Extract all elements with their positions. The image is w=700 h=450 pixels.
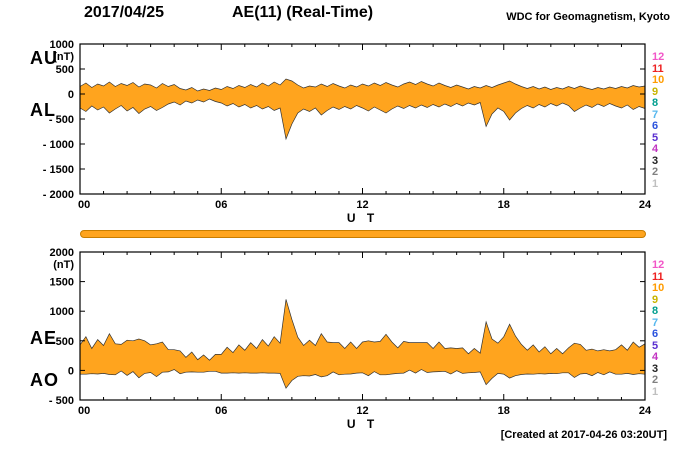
station-count-5: 5 [652, 339, 659, 352]
station-count-11: 11 [652, 62, 664, 75]
svg-text:24: 24 [639, 199, 652, 211]
station-count-12: 12 [652, 51, 665, 63]
created-timestamp: [Created at 2017-04-26 03:20UT] [500, 429, 667, 441]
station-count-12: 12 [652, 259, 665, 271]
station-count-7: 7 [652, 316, 659, 329]
station-count-5: 5 [652, 131, 659, 144]
station-count-4: 4 [652, 351, 659, 364]
svg-text:U T: U T [347, 417, 378, 431]
svg-text:2000: 2000 [50, 247, 74, 259]
station-count-1: 1 [652, 177, 659, 190]
station-count-scale-top: 12 11 10 9 8 7 6 5 4 3 2 1 [652, 52, 672, 190]
credit-label: WDC for Geomagnetism, Kyoto [506, 11, 670, 23]
station-count-8: 8 [652, 97, 659, 110]
svg-text:0: 0 [68, 365, 74, 377]
station-count-9: 9 [652, 85, 659, 98]
station-count-scale-bottom: 12 11 10 9 8 7 6 5 4 3 2 1 [652, 260, 672, 398]
svg-text:18: 18 [498, 405, 510, 417]
svg-text:- 1500: - 1500 [43, 164, 74, 176]
series-label-au: AU [30, 48, 58, 68]
station-count-8: 8 [652, 305, 659, 318]
svg-text:(nT): (nT) [53, 259, 74, 271]
station-count-10: 10 [652, 74, 665, 87]
svg-text:12: 12 [356, 405, 368, 417]
svg-text:0: 0 [68, 89, 74, 101]
svg-text:500: 500 [56, 336, 74, 348]
svg-text:00: 00 [78, 199, 90, 211]
svg-text:U T: U T [347, 211, 378, 225]
station-count-2: 2 [652, 374, 659, 387]
svg-text:24: 24 [639, 405, 652, 417]
svg-text:500: 500 [56, 64, 74, 76]
svg-text:12: 12 [356, 199, 368, 211]
series-label-ao: AO [30, 370, 59, 390]
series-label-ae: AE [30, 328, 58, 348]
date-label: 2017/04/25 [84, 4, 165, 21]
station-count-1: 1 [652, 385, 659, 398]
station-count-2: 2 [652, 166, 659, 179]
svg-text:- 500: - 500 [49, 395, 74, 407]
svg-text:06: 06 [215, 405, 227, 417]
station-count-9: 9 [652, 293, 659, 306]
svg-text:- 2000: - 2000 [43, 189, 74, 201]
svg-text:06: 06 [215, 199, 227, 211]
station-count-3: 3 [652, 362, 659, 375]
svg-text:- 1000: - 1000 [43, 139, 74, 151]
svg-text:(nT): (nT) [53, 51, 74, 63]
station-count-6: 6 [652, 120, 659, 133]
station-count-7: 7 [652, 108, 659, 121]
station-count-4: 4 [652, 143, 659, 156]
svg-text:1000: 1000 [50, 39, 74, 51]
svg-text:18: 18 [498, 199, 510, 211]
svg-text:- 500: - 500 [49, 114, 74, 126]
station-count-3: 3 [652, 154, 659, 167]
svg-text:00: 00 [78, 405, 90, 417]
station-count-11: 11 [652, 270, 664, 283]
svg-text:1500: 1500 [50, 277, 74, 289]
series-label-al: AL [30, 100, 56, 120]
station-coverage-bar [80, 230, 646, 238]
station-count-10: 10 [652, 282, 665, 295]
station-count-6: 6 [652, 328, 659, 341]
svg-text:1000: 1000 [50, 306, 74, 318]
page-title: AE(11) (Real-Time) [232, 4, 374, 21]
